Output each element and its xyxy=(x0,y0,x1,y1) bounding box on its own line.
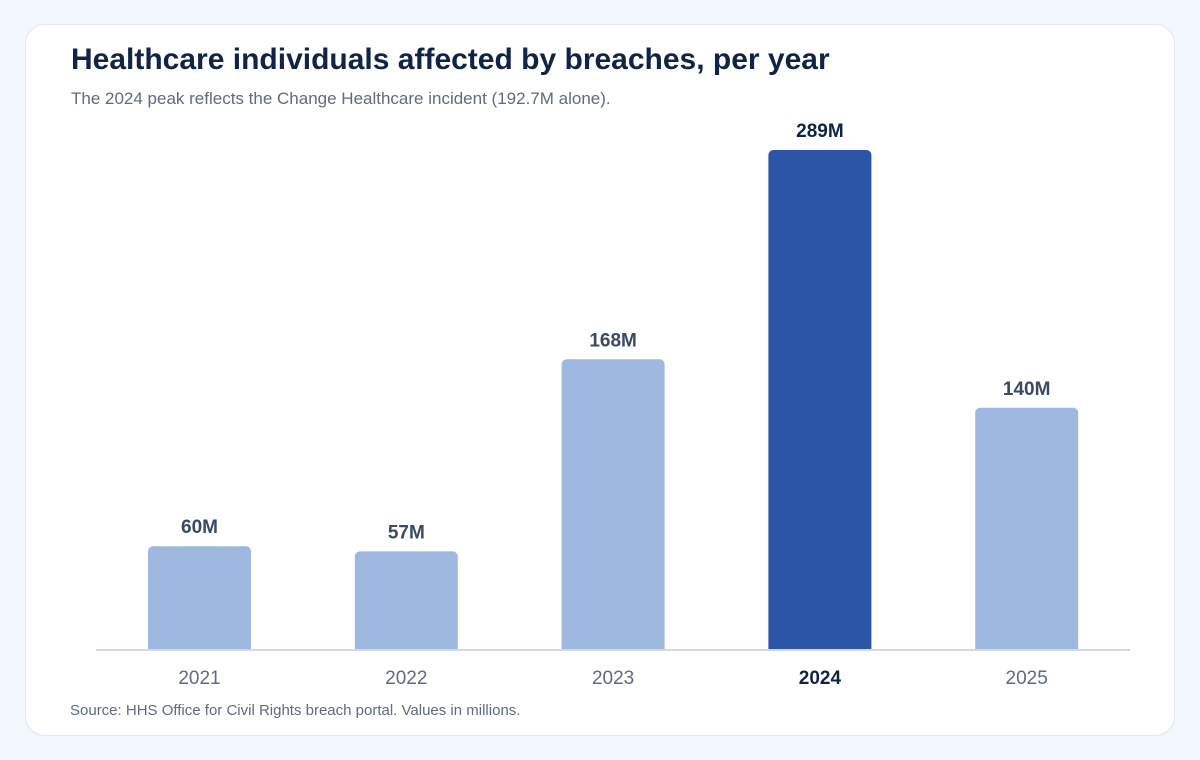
value-label-2023: 168M xyxy=(589,330,637,351)
tick-label-2024: 2024 xyxy=(799,668,842,689)
tick-label-2021: 2021 xyxy=(178,668,220,689)
tick-label-2025: 2025 xyxy=(1006,668,1048,689)
bar-2022 xyxy=(354,551,458,654)
bar-2025 xyxy=(975,407,1079,654)
baseline-mask xyxy=(96,651,1130,655)
bar-2024 xyxy=(768,150,872,654)
value-label-2021: 60M xyxy=(181,517,218,538)
bar-2023 xyxy=(561,359,665,654)
chart-subtitle: The 2024 peak reflects the Change Health… xyxy=(71,89,611,108)
source-note: Source: HHS Office for Civil Rights brea… xyxy=(70,702,521,719)
tick-label-2022: 2022 xyxy=(385,668,427,689)
bar-2021 xyxy=(148,546,251,654)
chart-title: Healthcare individuals affected by breac… xyxy=(71,43,830,76)
value-label-2025: 140M xyxy=(1003,379,1051,400)
tick-label-2023: 2023 xyxy=(592,668,634,689)
value-label-2024: 289M xyxy=(796,121,844,142)
value-label-2022: 57M xyxy=(388,522,425,543)
